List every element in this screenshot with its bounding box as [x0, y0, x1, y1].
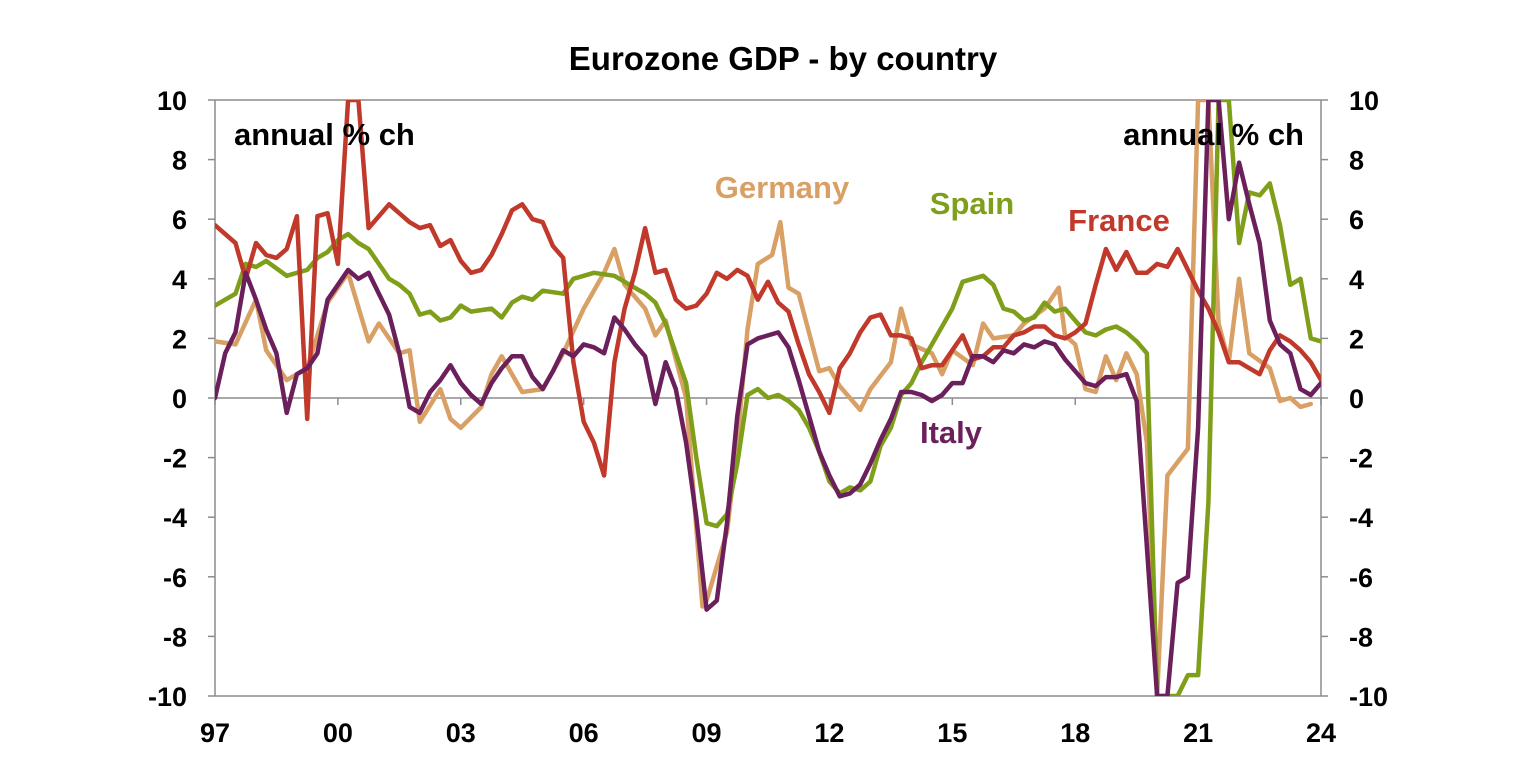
- y-tick-label-left: -8: [163, 622, 187, 652]
- left-axis-label: annual % ch: [234, 117, 415, 152]
- y-tick-label-right: -6: [1349, 563, 1373, 593]
- series-lines: [215, 100, 1321, 696]
- right-axis-label: annual % ch: [1123, 117, 1304, 152]
- x-tick-label: 12: [814, 718, 844, 748]
- x-tick-label: 97: [200, 718, 230, 748]
- series-line-spain: [215, 100, 1321, 696]
- y-tick-label-left: 4: [172, 265, 187, 295]
- series-line-france: [215, 100, 1321, 478]
- series-line-italy: [215, 100, 1321, 696]
- x-tick-label: 21: [1183, 718, 1213, 748]
- x-tick-label: 15: [937, 718, 967, 748]
- y-tick-label-left: -10: [148, 682, 187, 712]
- y-tick-label-left: 6: [172, 205, 187, 235]
- y-tick-label-left: 0: [172, 384, 187, 414]
- series-label-spain: Spain: [930, 186, 1014, 221]
- y-tick-label-right: 6: [1349, 205, 1364, 235]
- series-label-france: France: [1068, 203, 1170, 238]
- x-tick-label: 24: [1306, 718, 1336, 748]
- y-tick-label-right: -2: [1349, 444, 1373, 474]
- x-tick-label: 00: [323, 718, 353, 748]
- y-tick-label-left: -6: [163, 563, 187, 593]
- y-tick-label-right: 10: [1349, 86, 1379, 116]
- x-tick-label: 03: [446, 718, 476, 748]
- y-tick-label-right: 0: [1349, 384, 1364, 414]
- y-tick-label-right: 4: [1349, 265, 1364, 295]
- y-tick-label-left: -4: [163, 503, 187, 533]
- y-tick-label-right: -10: [1349, 682, 1388, 712]
- y-tick-label-right: -8: [1349, 622, 1373, 652]
- y-tick-label-left: 8: [172, 146, 187, 176]
- y-tick-label-right: 2: [1349, 324, 1364, 354]
- y-tick-label-right: 8: [1349, 146, 1364, 176]
- y-tick-label-left: -2: [163, 444, 187, 474]
- x-tick-label: 06: [569, 718, 599, 748]
- series-label-germany: Germany: [715, 170, 850, 205]
- x-tick-label: 09: [692, 718, 722, 748]
- y-tick-label-right: -4: [1349, 503, 1373, 533]
- chart-title: Eurozone GDP - by country: [569, 40, 998, 77]
- x-tick-label: 18: [1060, 718, 1090, 748]
- series-label-italy: Italy: [920, 415, 983, 450]
- y-tick-label-left: 10: [157, 86, 187, 116]
- y-tick-label-left: 2: [172, 324, 187, 354]
